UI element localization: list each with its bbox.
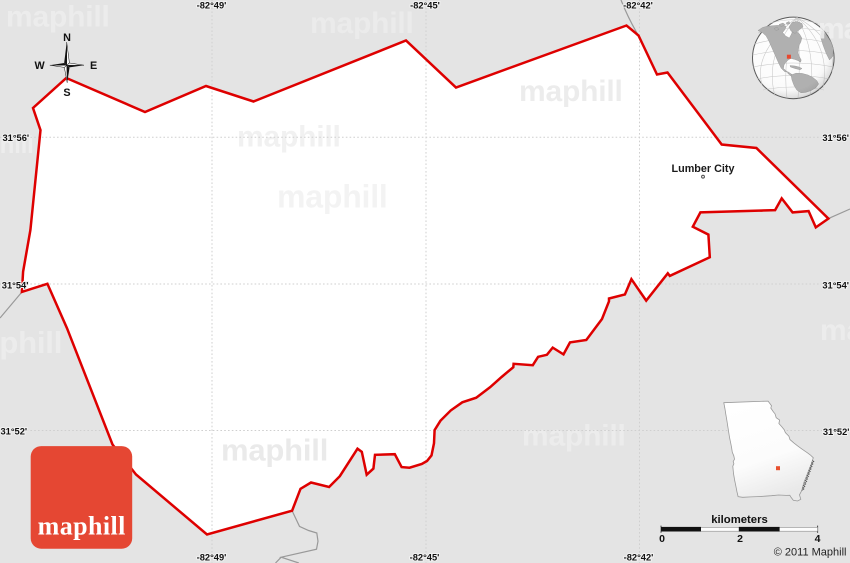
svg-text:4: 4 bbox=[815, 533, 821, 545]
svg-text:kilometers: kilometers bbox=[711, 514, 768, 526]
svg-text:31°56': 31°56' bbox=[822, 133, 849, 143]
svg-text:-82°49': -82°49' bbox=[197, 553, 227, 563]
svg-text:© 2011 Maphill: © 2011 Maphill bbox=[774, 546, 847, 558]
svg-text:maphill: maphill bbox=[820, 314, 850, 347]
svg-text:-82°45': -82°45' bbox=[410, 1, 440, 11]
svg-text:maphill: maphill bbox=[522, 420, 626, 453]
svg-text:31°56': 31°56' bbox=[3, 133, 30, 143]
svg-text:maphill: maphill bbox=[38, 512, 126, 541]
svg-text:Lumber City: Lumber City bbox=[672, 163, 735, 175]
svg-text:31°52': 31°52' bbox=[823, 427, 850, 437]
svg-text:maphill: maphill bbox=[0, 132, 34, 159]
svg-text:maphill: maphill bbox=[277, 179, 388, 215]
svg-text:N: N bbox=[63, 32, 71, 44]
svg-text:S: S bbox=[63, 87, 70, 99]
svg-text:E: E bbox=[90, 60, 97, 72]
svg-text:-82°49': -82°49' bbox=[197, 1, 227, 11]
svg-text:-82°42': -82°42' bbox=[624, 553, 654, 563]
svg-text:maphill: maphill bbox=[310, 7, 414, 40]
svg-text:0: 0 bbox=[659, 533, 665, 545]
svg-text:maphill: maphill bbox=[221, 433, 328, 468]
svg-text:-82°42': -82°42' bbox=[623, 1, 653, 11]
svg-text:31°52': 31°52' bbox=[1, 427, 28, 437]
svg-text:W: W bbox=[34, 60, 45, 72]
svg-text:maphill: maphill bbox=[818, 12, 850, 45]
svg-text:-82°45': -82°45' bbox=[410, 553, 440, 563]
svg-text:maphill: maphill bbox=[0, 325, 62, 360]
svg-text:maphill: maphill bbox=[6, 1, 110, 34]
svg-text:31°54': 31°54' bbox=[2, 280, 29, 290]
svg-text:2: 2 bbox=[737, 533, 743, 545]
svg-text:maphill: maphill bbox=[519, 75, 623, 108]
svg-text:31°54': 31°54' bbox=[822, 280, 849, 290]
